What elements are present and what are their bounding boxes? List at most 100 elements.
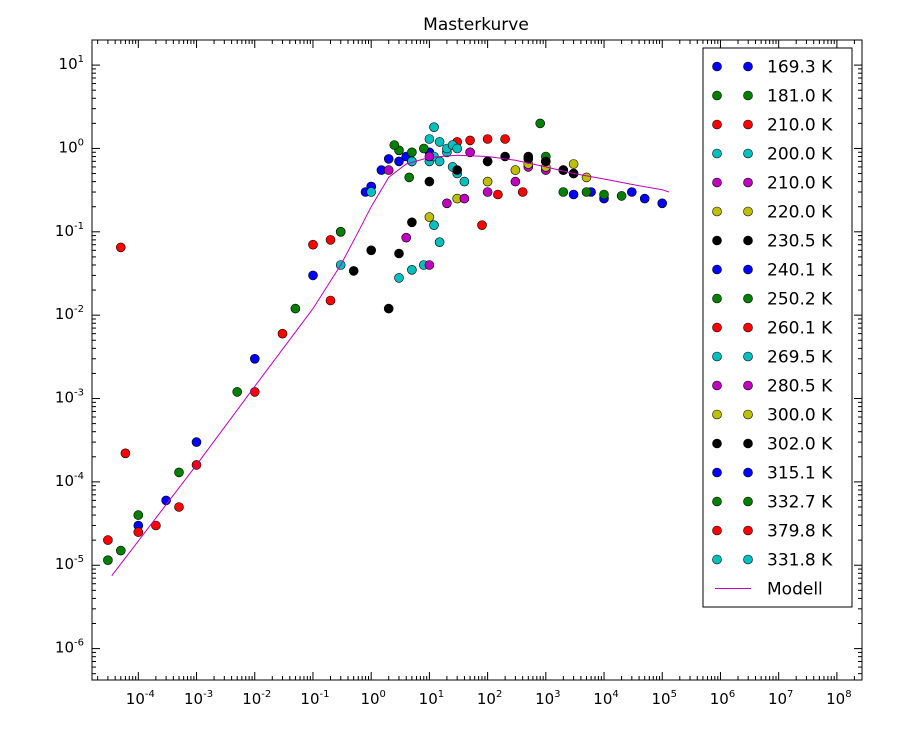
legend-marker [743,119,753,130]
x-tick-label: 106 [710,689,735,708]
data-point-series-7 [383,303,394,314]
data-point-series-13 [581,172,592,183]
legend-marker [712,148,722,159]
legend-marker [712,438,722,449]
data-point-series-7 [424,176,435,187]
legend-marker [743,148,753,159]
legend-label: 210.0 K [767,174,833,194]
data-point-series-7 [366,245,377,256]
data-point-series-11 [394,273,404,283]
data-point-series-2 [407,147,417,158]
data-point-series-4 [459,176,470,187]
data-point-series-5 [383,165,394,175]
tick-labels: 10-4 10-3 10-2 10-1 100 101 102 103 104 105 106 107… [55,54,852,708]
data-point-series-9 [616,191,627,201]
legend-label: 200.0 K [767,145,833,165]
legend-marker [712,264,722,275]
major-ticks [92,40,862,680]
x-tick-label: 10-2 [242,689,271,708]
data-point-series-3 [103,535,113,545]
x-tick-label: 10-4 [126,689,155,708]
data-point-series-11 [434,237,445,247]
legend-label: 240.1 K [767,261,833,281]
legend-label: 315.1 K [767,464,833,484]
data-point-series-10 [517,187,528,197]
data-point-series-6 [424,212,435,222]
legend-marker [712,496,722,507]
data-point-series-18 [434,137,445,147]
legend-label: 280.5 K [767,377,833,397]
x-tick-label: 10-3 [184,689,213,708]
data-point-series-17 [174,502,184,512]
legend-label: 230.5 K [767,232,833,252]
legend-marker [712,409,722,420]
x-tick-label: 10-1 [300,689,329,708]
legend-box [702,47,853,608]
data-point-series-16 [232,387,242,397]
legend-marker [743,206,753,217]
data-point-series-12 [401,232,412,243]
minor-ticks [92,39,862,680]
data-point-series-10 [482,134,493,144]
data-point-series-18 [424,134,435,144]
data-point-series-17 [325,235,336,245]
data-point-series-15 [308,270,318,281]
data-point-series-10 [500,134,510,144]
x-tick-label: 104 [593,689,618,708]
data-point-series-16 [290,303,301,314]
data-point-series-6 [568,159,579,169]
legend-marker [743,293,753,304]
legend-marker [712,467,722,478]
legend-marker [743,380,753,391]
data-point-series-2 [389,140,400,150]
data-point-series-8 [626,187,637,197]
y-tick-label: 10-3 [55,388,84,407]
data-point-series-10 [465,135,475,146]
x-tick-label: 105 [652,689,677,708]
data-point-series-3 [116,242,126,253]
data-point-series-17 [151,520,161,531]
data-point-series-17 [308,239,318,250]
data-point-series-1 [394,156,404,167]
data-point-series-6 [510,165,521,175]
data-point-series-9 [535,118,546,129]
legend-marker [712,90,722,101]
legend-marker [743,90,753,101]
y-tick-label: 100 [59,137,84,156]
legend-marker [743,264,753,275]
legend-marker [712,235,722,246]
data-point-series-2 [418,143,429,154]
data-point-series-17 [277,328,288,339]
data-point-series-5 [424,151,435,162]
data-point-series-4 [434,156,445,167]
x-tick-label: 101 [419,689,444,708]
data-point-series-1 [383,154,394,164]
legend-marker [712,322,722,333]
legend-marker [743,177,753,188]
data-point-series-15 [250,353,260,364]
data-point-series-12 [510,176,521,187]
data-point-series-9 [558,187,569,197]
legend-label: 379.8 K [767,522,833,542]
data-point-series-8 [639,193,650,204]
legend-marker [743,322,753,333]
data-point-series-10 [477,220,487,230]
data-point-series-8 [657,198,668,209]
data-point-series-17 [133,527,144,537]
axes-frame [91,39,863,681]
legend-label: 210.0 K [767,116,833,136]
data-point-series-16 [133,510,144,520]
legend-marker [743,525,753,536]
data-point-series-16 [174,467,184,478]
data-point-series-12 [442,198,452,209]
legend-marker [743,554,753,565]
data-point-series-8 [568,189,579,200]
legend-marker [712,293,722,304]
x-tick-label: 103 [535,689,560,708]
data-point-series-7 [482,156,493,167]
legend-marker [712,119,722,130]
legend-marker [712,351,722,362]
legend-label: 300.0 K [767,406,833,426]
legend-marker [712,206,722,217]
